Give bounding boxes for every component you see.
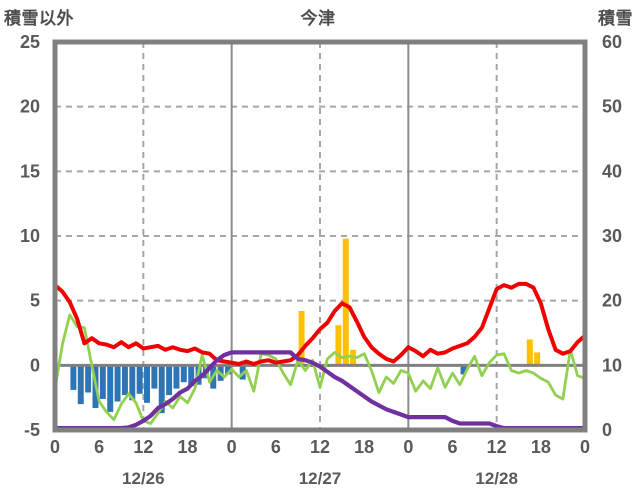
left-axis-tick-label: 20 xyxy=(20,97,40,117)
orange-bars-bar xyxy=(342,238,349,366)
x-axis-date-label: 12/27 xyxy=(299,469,342,488)
x-axis-hour-label: 12 xyxy=(310,437,330,457)
blue-bars-bar xyxy=(114,365,121,402)
orange-bars-bar xyxy=(335,325,342,366)
x-axis-hour-label: 0 xyxy=(227,437,237,457)
blue-bars-bar xyxy=(70,365,77,390)
x-axis-date-label: 12/26 xyxy=(122,469,165,488)
blue-bars-bar xyxy=(85,365,92,393)
right-axis-tick-label: 40 xyxy=(602,161,622,181)
left-axis-tick-label: -5 xyxy=(24,420,40,440)
plot-border xyxy=(52,39,588,433)
right-axis-tick-label: 60 xyxy=(602,32,622,52)
blue-bars-bar xyxy=(151,365,158,389)
blue-bars-bar xyxy=(166,365,173,396)
left-axis-tick-label: 0 xyxy=(30,355,40,375)
x-axis-hour-label: 18 xyxy=(531,437,551,457)
blue-bars-bar xyxy=(99,365,106,399)
left-axis-tick-label: 25 xyxy=(20,32,40,52)
x-axis-hour-label: 0 xyxy=(580,437,590,457)
red-line xyxy=(53,281,587,366)
x-axis-hour-label: 0 xyxy=(403,437,413,457)
x-axis-hour-label: 18 xyxy=(177,437,197,457)
blue-bars-bar xyxy=(158,365,165,414)
x-axis-hour-label: 12 xyxy=(133,437,153,457)
blue-bars-bar xyxy=(136,365,143,394)
x-axis-hour-label: 6 xyxy=(447,437,457,457)
blue-bars-bar xyxy=(225,365,231,375)
blue-bars-bar xyxy=(460,365,467,375)
blue-bars-bar xyxy=(77,365,84,405)
right-axis-tick-label: 10 xyxy=(602,355,622,375)
x-axis-hour-label: 0 xyxy=(50,437,60,457)
blue-bars-bar xyxy=(121,365,128,396)
x-axis-hour-label: 18 xyxy=(354,437,374,457)
left-axis-title: 積雪以外 xyxy=(4,9,74,28)
left-axis-tick-label: 15 xyxy=(20,161,40,181)
orange-bars-bar xyxy=(526,339,533,366)
blue-bars-bar xyxy=(188,365,195,387)
right-axis-tick-label: 30 xyxy=(602,226,622,246)
x-axis-hour-label: 6 xyxy=(94,437,104,457)
right-axis-tick-label: 50 xyxy=(602,97,622,117)
left-axis-tick-label: 5 xyxy=(30,291,40,311)
left-axis-tick-label: 10 xyxy=(20,226,40,246)
right-axis-tick-label: 20 xyxy=(602,291,622,311)
blue-bars-bar xyxy=(173,365,180,389)
blue-bars-bar xyxy=(180,365,187,383)
orange-bars-bar xyxy=(298,311,305,366)
purple-snow-depth-line xyxy=(52,350,588,431)
right-axis-tick-label: 0 xyxy=(602,420,612,440)
station-title: 今津 xyxy=(300,9,336,28)
blue-bars-bar xyxy=(129,365,136,401)
blue-bars-bar xyxy=(107,365,114,412)
x-axis-date-label: 12/28 xyxy=(475,469,518,488)
x-axis-hour-label: 6 xyxy=(271,437,281,457)
x-axis-hour-label: 12 xyxy=(487,437,507,457)
orange-bars-bar xyxy=(534,352,541,366)
blue-bars-bar xyxy=(144,365,150,403)
right-axis-title: 積雪 xyxy=(598,9,633,28)
